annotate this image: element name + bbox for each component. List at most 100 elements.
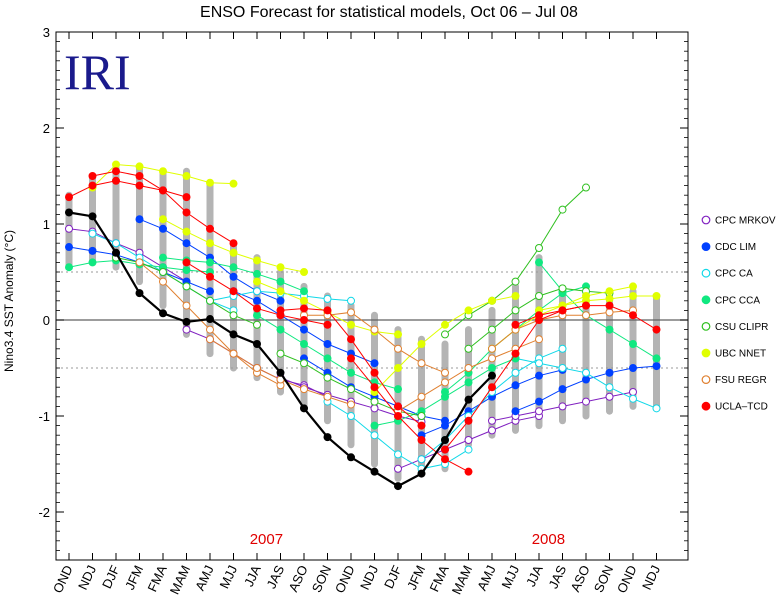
x-tick-label: JJA (241, 563, 264, 589)
series-point-ubc-nnet (206, 178, 214, 187)
iri-logo: IRI (64, 44, 131, 100)
series-point-csu-clipr (558, 205, 567, 214)
series-point-cpc-ca (88, 229, 97, 238)
series-point-fsu-regr (464, 364, 473, 372)
series-point-cpc-ca (370, 431, 379, 440)
series-point-cpc-mrkov (605, 392, 614, 401)
series-point-csu-clipr (276, 349, 285, 358)
series-point-cpc-cca (159, 253, 167, 262)
series-point-ubc-nnet (629, 292, 637, 300)
series-point-ucla-tcd (112, 176, 120, 185)
series-point-cpc-cca (394, 385, 402, 394)
series-point-fsu-regr (488, 344, 496, 353)
series-point-ucla-tcd (347, 335, 355, 344)
legend-label-ucla-tcd: UCLA–TCD (715, 402, 768, 413)
series-point-cdc-lim (629, 364, 637, 372)
series-point-csu-clipr (253, 320, 261, 329)
series-point-cpc-cca (323, 354, 332, 363)
observed-point (417, 469, 426, 478)
series-point-cpc-mrkov (464, 436, 473, 444)
series-point-ubc-nnet (488, 296, 496, 305)
series-point-ubc-nnet (182, 227, 191, 236)
series-point-ubc-nnet (394, 330, 402, 339)
observed-point (394, 482, 402, 491)
series-point-cpc-cca (206, 258, 214, 267)
series-point-cpc-ca (511, 368, 520, 377)
series-point-csu-clipr (488, 325, 496, 334)
series-point-fsu-regr (300, 385, 308, 394)
legend-marker-ucla-tcd (701, 401, 711, 411)
series-point-fsu-regr (347, 400, 355, 409)
chart-title: ENSO Forecast for statistical models, Oc… (200, 4, 578, 21)
series-point-ucla-tcd (535, 311, 543, 320)
y-tick-label: 3 (43, 25, 50, 40)
series-point-cpc-cca (182, 266, 191, 275)
series-point-cdc-lim (206, 287, 214, 296)
series-point-ucla-tcd (182, 208, 191, 217)
x-tick-label: SON (591, 563, 617, 595)
x-tick-label: DJF (99, 563, 123, 591)
y-tick-label: 2 (43, 121, 50, 136)
series-point-csu-clipr (511, 277, 520, 286)
series-point-cdc-lim (535, 371, 543, 380)
legend-label-ubc-nnet: UBC NNET (715, 349, 766, 360)
series-point-cdc-lim (300, 325, 308, 334)
series-ucla-tcd (65, 167, 661, 476)
series-point-ucla-tcd (605, 301, 614, 310)
series-point-csu-clipr (582, 183, 590, 192)
series-point-cdc-lim (159, 224, 167, 233)
series-point-fsu-regr (394, 344, 402, 353)
series-point-fsu-regr (253, 364, 261, 372)
observed-point (300, 404, 308, 413)
series-point-cpc-cca (276, 325, 285, 334)
year-label-2008: 2008 (532, 531, 565, 548)
series-point-cdc-lim (323, 340, 332, 348)
series-point-cdc-lim (511, 407, 520, 416)
legend-label-fsu-regr: FSU REGR (715, 375, 767, 386)
series-point-ubc-nnet (135, 162, 144, 171)
legend-marker-fsu-regr (701, 375, 711, 385)
series-point-ubc-nnet (112, 160, 120, 169)
observed-point (182, 317, 191, 326)
legend-marker-csu-clipr (701, 322, 711, 331)
series-point-ubc-nnet (300, 268, 308, 276)
series-point-fsu-regr (441, 368, 449, 377)
series-point-fsu-regr (582, 311, 590, 320)
series-point-cpc-cca (441, 388, 449, 396)
series-point-cdc-lim (65, 243, 73, 252)
observed-point (65, 208, 73, 217)
series-point-csu-clipr (417, 412, 426, 420)
series-point-ucla-tcd (370, 368, 379, 377)
y-tick-label: 1 (43, 217, 50, 232)
series-point-ucla-tcd (394, 402, 402, 411)
x-tick-label: JJA (523, 563, 546, 589)
series-point-ucla-tcd (464, 467, 473, 476)
series-point-cpc-cca (535, 258, 543, 267)
series-point-csu-clipr (511, 306, 520, 315)
series-point-cdc-lim (582, 375, 590, 384)
series-point-csu-clipr (182, 282, 191, 291)
series-point-ucla-tcd (206, 272, 214, 281)
series-point-ucla-tcd (394, 412, 402, 420)
legend-marker-ubc-nnet (701, 348, 711, 358)
series-point-ucla-tcd (300, 304, 308, 313)
x-tick-label: ASO (568, 563, 593, 594)
series-point-ucla-tcd (511, 320, 520, 329)
series-point-ucla-tcd (276, 306, 285, 315)
series-point-cpc-cca (253, 269, 261, 278)
series-point-cpc-ca (605, 383, 614, 392)
series-point-csu-clipr (229, 311, 238, 320)
series-point-fsu-regr (182, 301, 191, 310)
series-point-ucla-tcd (417, 421, 426, 430)
series-point-cpc-ca (394, 450, 402, 459)
year-label-2007: 2007 (250, 531, 283, 548)
series-point-ubc-nnet (253, 277, 261, 286)
series-point-cpc-ca (253, 287, 261, 296)
series-point-cpc-ca (652, 404, 661, 413)
series-point-csu-clipr (323, 373, 332, 382)
series-line-cpc-cca-5 (538, 262, 657, 359)
series-point-cdc-lim (370, 359, 379, 368)
observed-point (88, 212, 97, 221)
series-point-cdc-lim (511, 381, 520, 390)
